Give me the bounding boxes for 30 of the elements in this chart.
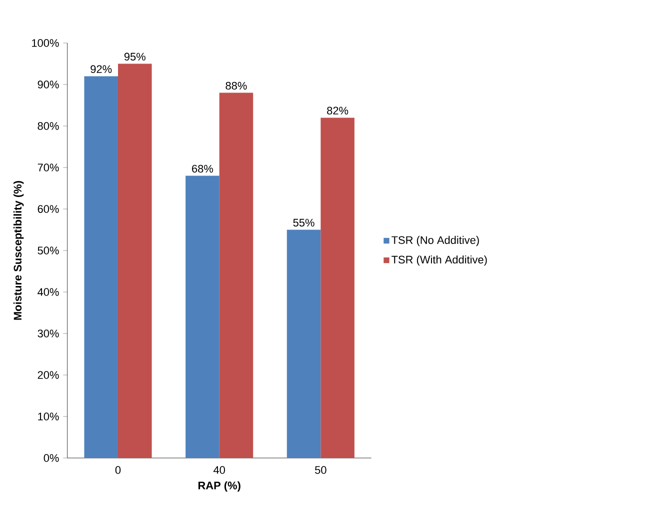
y-tick-label: 0% — [44, 454, 59, 462]
y-tick-label: 40% — [38, 288, 59, 296]
y-tick-label: 60% — [38, 205, 59, 213]
bar — [219, 92, 254, 458]
y-tick-label: 70% — [38, 164, 59, 172]
y-tick-label: 90% — [38, 80, 59, 88]
data-label: 55% — [293, 218, 314, 227]
y-tick-label: 30% — [38, 330, 59, 338]
x-tick-label: 50 — [315, 466, 326, 474]
bar — [286, 230, 321, 458]
y-tick-label: 10% — [38, 412, 59, 420]
bar — [320, 118, 354, 458]
bar — [84, 76, 118, 458]
x-tick-label: 0 — [115, 466, 121, 474]
data-label: 92% — [90, 65, 112, 74]
y-axis-title: Moisture Susceptibility (%) — [13, 181, 24, 320]
data-label: 82% — [327, 106, 348, 115]
legend-label: TSR (No Additive) — [392, 236, 479, 246]
x-tick-label: 40 — [213, 466, 225, 474]
legend-label: TSR (With Additive) — [392, 255, 487, 266]
y-tick-label: 80% — [38, 122, 59, 130]
data-label: 95% — [124, 52, 146, 61]
y-tick-label: 100% — [32, 39, 59, 47]
x-axis-title: RAP (%) — [198, 481, 240, 492]
y-tick-label: 50% — [38, 246, 59, 254]
data-label: 88% — [226, 82, 247, 90]
y-tick-label: 20% — [38, 371, 59, 379]
bar — [118, 64, 152, 458]
data-label: 68% — [192, 164, 214, 173]
bar — [186, 176, 220, 458]
